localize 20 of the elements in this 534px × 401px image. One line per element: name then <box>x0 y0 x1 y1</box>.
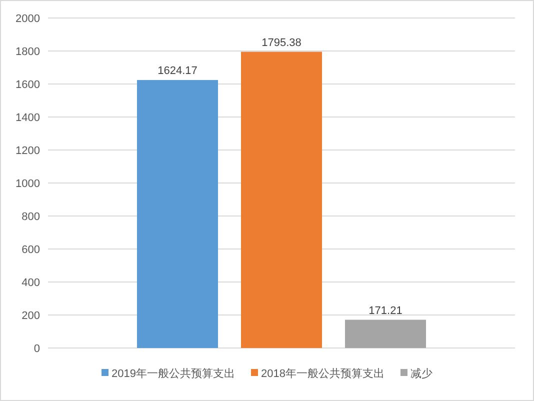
y-tick-label: 200 <box>22 310 40 322</box>
y-tick-label: 800 <box>22 211 40 223</box>
data-label: 1795.38 <box>262 36 302 49</box>
bar <box>137 80 218 348</box>
y-tick-label: 400 <box>22 277 40 289</box>
y-tick-label: 1200 <box>16 145 40 157</box>
bar <box>345 320 426 348</box>
legend-label: 减少 <box>410 367 432 380</box>
y-tick-label: 1800 <box>16 46 40 58</box>
data-label: 1624.17 <box>158 65 198 78</box>
y-tick-label: 600 <box>22 244 40 256</box>
bar <box>241 52 322 348</box>
data-label: 171.21 <box>368 304 402 317</box>
legend-label: 2019年一般公共预算支出 <box>112 367 235 380</box>
legend-label: 2018年一般公共预算支出 <box>261 367 384 380</box>
y-tick-label: 2000 <box>16 13 40 25</box>
y-tick-label: 1000 <box>16 178 40 190</box>
y-tick-label: 1600 <box>16 79 40 91</box>
y-tick-label: 1400 <box>16 112 40 124</box>
y-tick-label: 0 <box>34 343 40 355</box>
